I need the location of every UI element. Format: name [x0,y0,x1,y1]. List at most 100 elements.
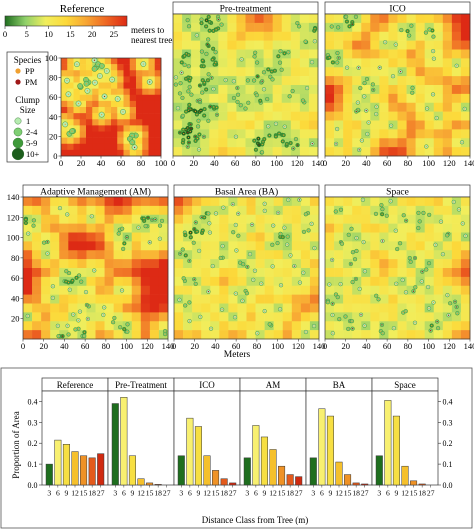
tree-species-dot [355,16,357,18]
xtick-label: 3 [47,489,51,498]
raster-cell [379,138,389,148]
species-label: PP [25,66,35,76]
bar [137,478,145,486]
raster-cell [123,137,131,145]
raster-cell [79,149,87,157]
raster-cell [182,67,192,77]
raster-cell [334,205,344,216]
raster-cell [281,129,292,139]
tree-species-dot [188,141,190,144]
tree-species-dot [305,331,307,333]
raster-cell [111,94,118,102]
tree-species-dot [85,83,88,85]
raster-cell [273,330,284,340]
raster-cell [300,197,311,207]
raster-cell [148,131,156,138]
raster-cell [86,125,93,132]
raster-cell [173,67,183,77]
tree-species-dot [302,99,304,102]
tree-species-dot [189,77,191,79]
raster-cell [182,85,192,95]
raster-cell [299,147,310,157]
raster-cell [397,138,407,148]
raster-cell [263,85,273,95]
raster-cell [98,82,106,89]
raster-cell [273,321,284,331]
tree-species-dot [126,331,128,333]
raster-cell [433,205,444,216]
raster-cell [334,294,344,304]
raster-cell [173,58,183,68]
raster-cell [61,107,68,114]
tree-species-dot [417,227,419,229]
raster-cell [32,259,42,269]
tree-species-dot [33,219,35,221]
map-xtick-label: 140 [162,341,175,351]
map-ytick-label: 80 [11,253,20,263]
map-panel-frame [173,196,320,340]
tree-species-dot [77,102,80,105]
raster-cell [148,88,156,96]
raster-cell [291,268,302,278]
raster-cell [192,250,202,260]
raster-cell [300,303,311,313]
raster-cell [388,102,398,112]
raster-cell [227,49,237,59]
bar [203,455,211,486]
raster-cell [73,119,81,126]
xtick-label: 6 [122,489,126,498]
tree-species-dot [215,29,217,31]
tree-species-dot [357,67,360,69]
raster-cell [61,64,68,71]
raster-cell [406,93,416,104]
tree-species-dot [338,57,340,59]
raster-cell [98,149,106,157]
tree-species-dot [335,143,337,145]
raster-cell [397,120,407,130]
raster-cell [388,85,398,95]
tree-species-dot [386,215,388,217]
raster-cell [210,303,220,313]
raster-cell [415,120,425,130]
raster-cell [433,67,444,77]
tree-species-dot [412,290,415,292]
tree-points [325,197,468,336]
raster-cell [173,31,183,41]
raster-cell [32,223,42,233]
raster-cell [442,102,453,112]
raster-cell [98,100,106,108]
raster-cell [246,241,256,251]
raster-cell [290,49,301,59]
raster-cell [237,197,247,207]
raster-cell [370,197,380,207]
tree-species-dot [93,68,96,70]
raster-cell [460,49,471,59]
raster-cell [263,67,273,77]
raster-cell [325,111,335,121]
tree-species-dot [395,230,397,232]
xtick-label: 6 [56,489,60,498]
raster-cell [379,147,389,157]
raster-cell [281,85,292,95]
raster-cell [361,197,371,207]
raster-cell [388,138,398,148]
raster-cell [433,232,444,242]
raster-cell [174,321,184,331]
raster-cell [183,294,193,304]
raster-cell [442,241,453,251]
tree-species-dot [214,51,217,53]
raster-cell [334,214,344,224]
raster-cell [245,120,255,130]
raster-cell [113,268,123,278]
raster-cell [129,82,137,89]
raster-cell [388,58,398,68]
tree-species-dot [406,30,409,32]
raster-cell [451,268,462,278]
raster-cell [68,259,78,269]
raster-cell [343,40,353,50]
raster-cell [154,70,162,77]
tree-species-dot [101,65,103,67]
raster-cell [290,76,301,86]
raster-cell [308,102,319,112]
